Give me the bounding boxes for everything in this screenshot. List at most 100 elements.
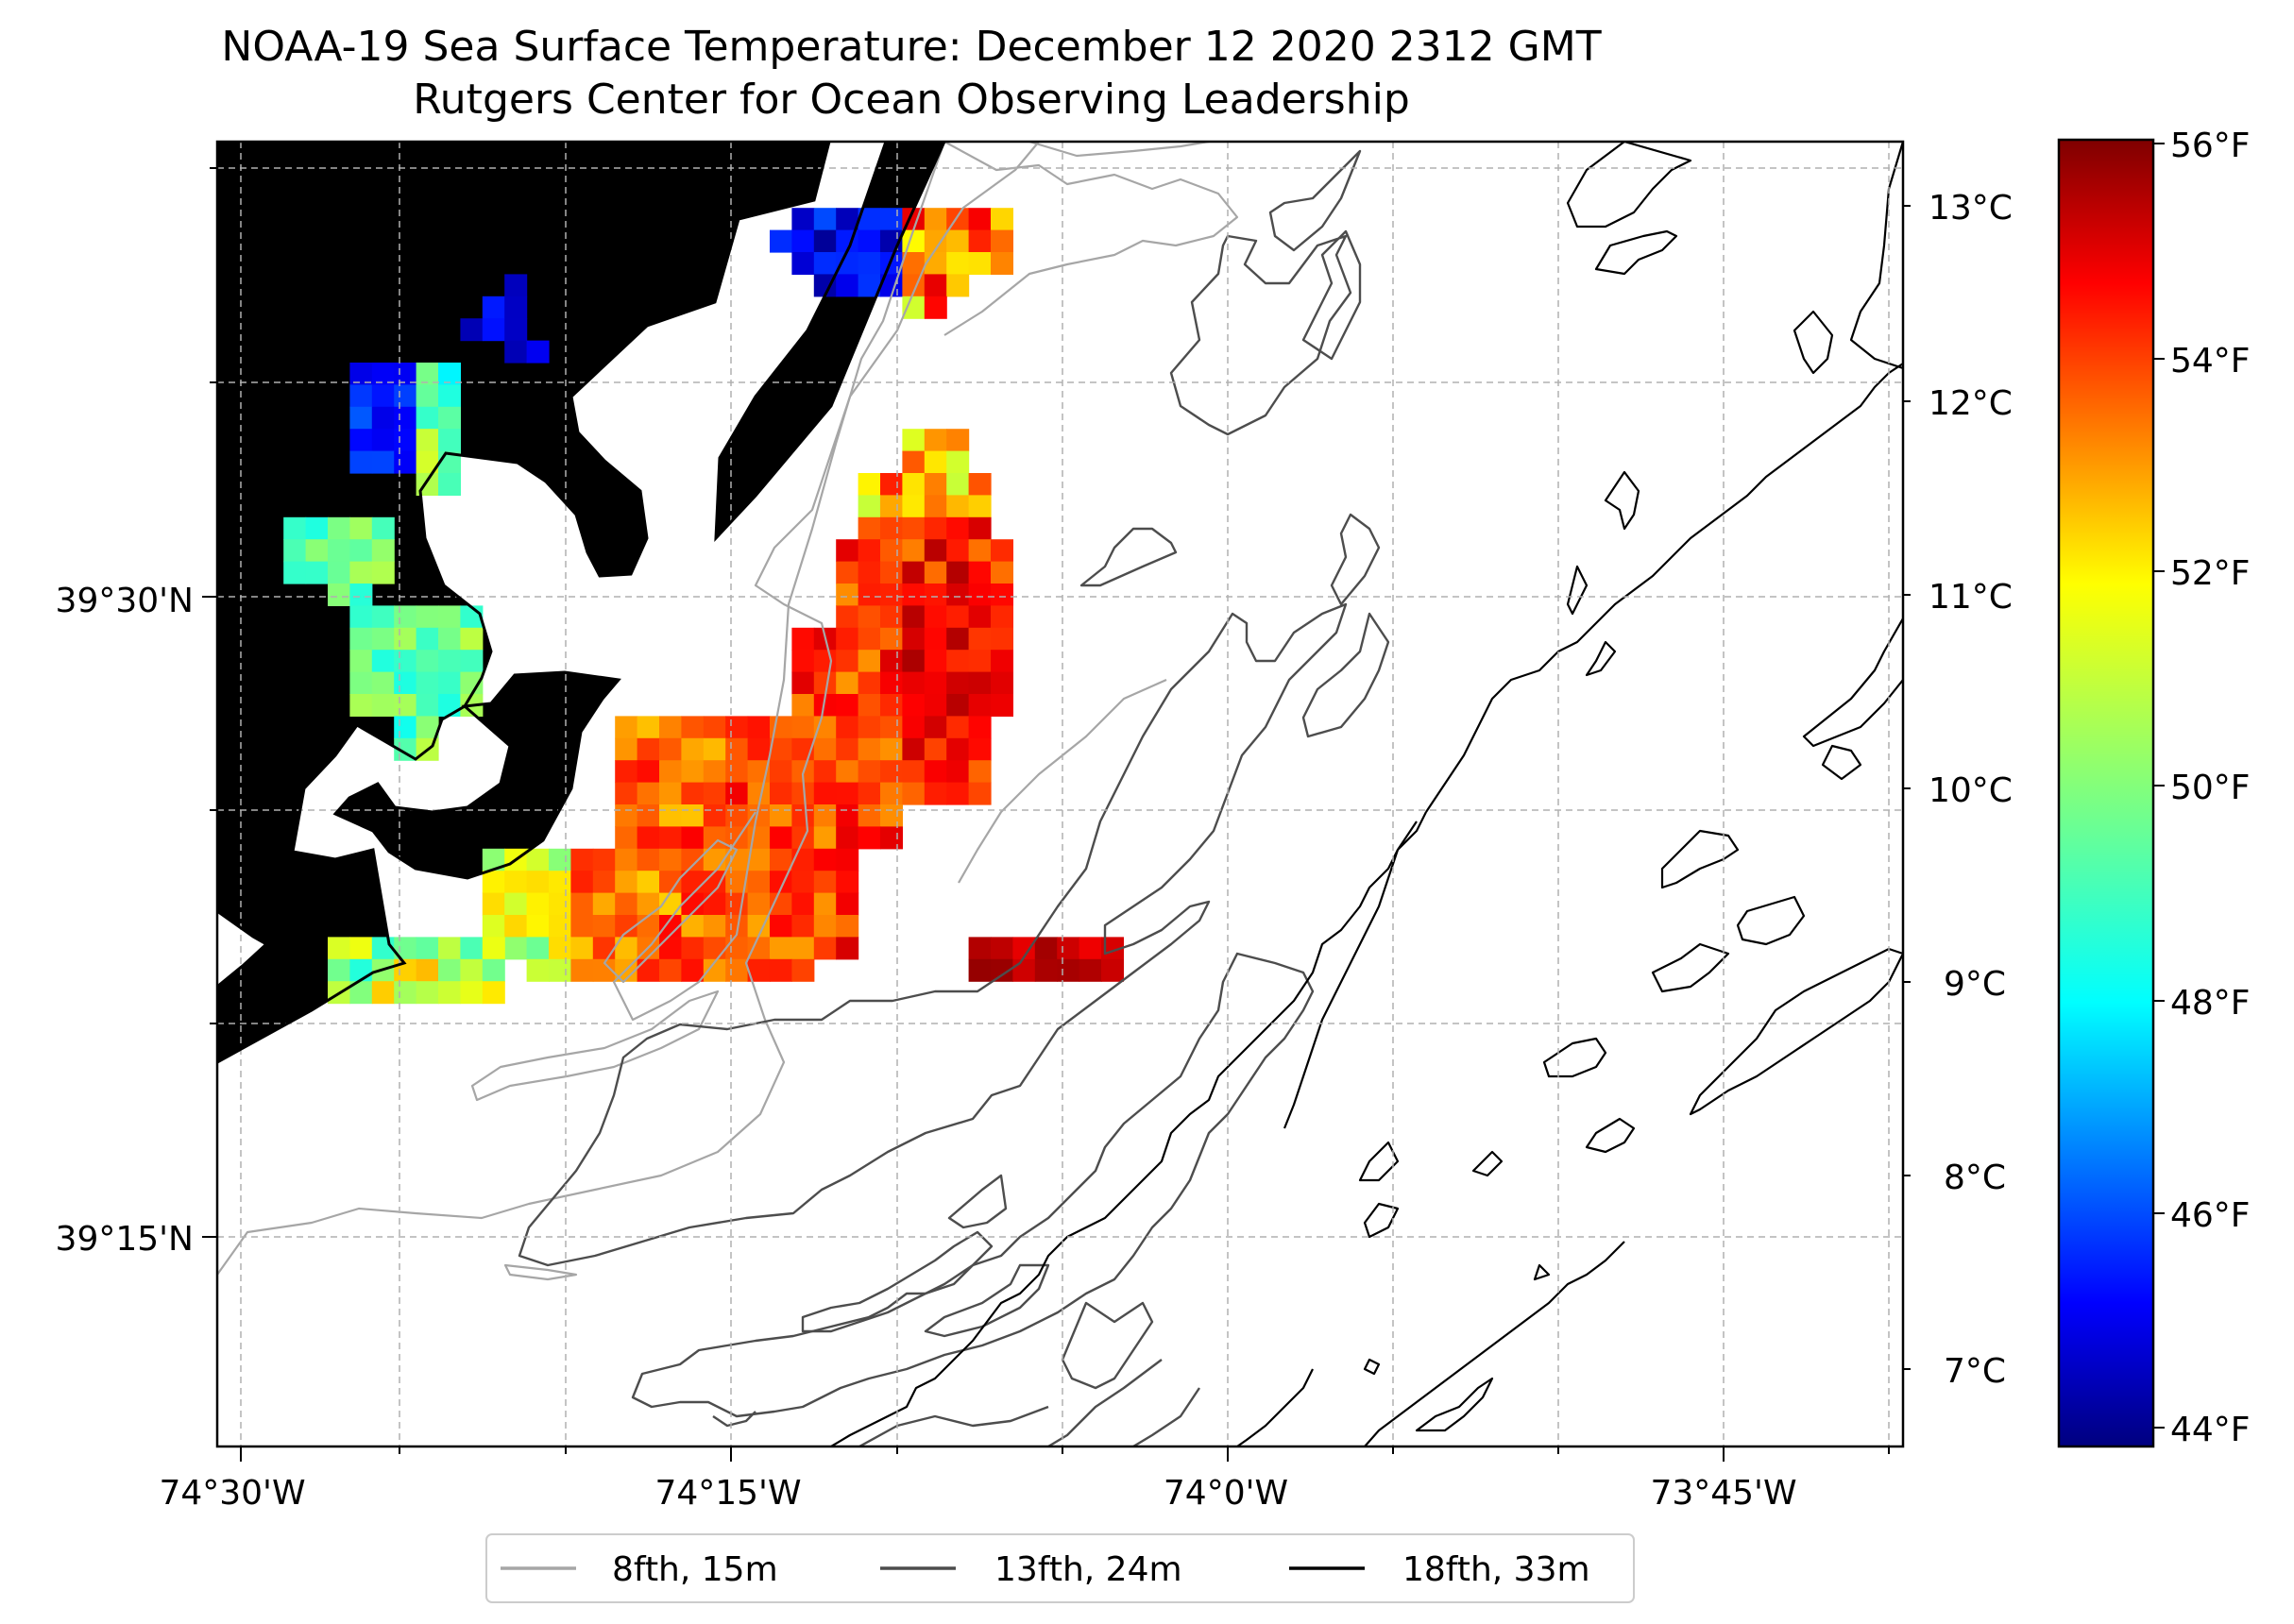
sst-pixel (394, 406, 417, 430)
sst-pixel (460, 318, 484, 342)
sst-pixel (858, 804, 881, 827)
sst-pixel (836, 937, 859, 960)
sst-pixel (880, 804, 903, 827)
sst-pixel (858, 671, 881, 695)
sst-pixel (836, 694, 859, 717)
fahrenheit-tick-label: 50°F (2170, 769, 2251, 807)
sst-pixel (703, 782, 726, 805)
sst-pixel (858, 716, 881, 739)
sst-pixel (659, 737, 682, 761)
sst-pixel (968, 627, 992, 651)
sst-pixel (416, 627, 439, 651)
sst-pixel (813, 892, 837, 916)
sst-pixel (902, 737, 926, 761)
sst-pixel (438, 384, 461, 408)
sst-pixel (991, 694, 1013, 717)
sst-pixel (968, 760, 992, 784)
celsius-tick-label: 7°C (1944, 1352, 2006, 1391)
y-tick-marks (202, 167, 217, 1238)
sst-pixel (438, 958, 461, 982)
sst-pixel (549, 958, 571, 982)
sst-pixel (349, 650, 373, 673)
sst-pixel (371, 406, 395, 430)
colorbar: 56°F 54°F 52°F 50°F 48°F 46°F 44°F (2057, 127, 2251, 1449)
sst-pixel (659, 958, 682, 982)
sst-pixel (924, 760, 947, 784)
sst-pixel (438, 605, 461, 629)
sst-pixel (968, 229, 992, 253)
fahrenheit-tick-label: 56°F (2170, 127, 2251, 165)
sst-pixel (858, 694, 881, 717)
celsius-labels: 13°C 12°C 11°C 10°C 9°C 8°C 7°C (1929, 189, 2013, 1391)
sst-pixel (991, 229, 1013, 253)
sst-pixel (703, 804, 726, 827)
sst-pixel (968, 716, 992, 739)
sst-pixel (946, 561, 970, 584)
sst-pixel (460, 958, 484, 982)
sst-pixel (615, 782, 638, 805)
sst-pixel (902, 296, 926, 319)
sst-pixel (858, 627, 881, 651)
sst-pixels (283, 208, 1124, 1005)
sst-pixel (482, 915, 505, 938)
sst-pixel (836, 627, 859, 651)
sst-pixel (681, 915, 705, 938)
sst-pixel (946, 782, 970, 805)
sst-pixel (570, 871, 594, 894)
sst-pixel (438, 937, 461, 960)
sst-pixel (902, 760, 926, 784)
sst-pixel (968, 694, 992, 717)
sst-pixel (549, 937, 571, 960)
sst-pixel (592, 937, 616, 960)
sst-pixel (791, 252, 815, 275)
sst-pixel (526, 937, 550, 960)
sst-pixel (946, 429, 970, 452)
sst-pixel (371, 694, 395, 717)
sst-pixel (394, 363, 417, 385)
sst-pixel (703, 760, 726, 784)
sst-pixel (858, 495, 881, 518)
sst-pixel (349, 450, 373, 474)
x-tick-marks (240, 1446, 1890, 1462)
sst-pixel (946, 229, 970, 253)
sst-pixel (770, 229, 792, 253)
sst-pixel (659, 760, 682, 784)
sst-pixel (924, 473, 947, 496)
sst-pixel (504, 915, 528, 938)
legend-label: 13fth, 24m (994, 1550, 1182, 1589)
sst-pixel (791, 915, 815, 938)
sst-pixel (371, 516, 395, 540)
sst-pixel (305, 539, 329, 563)
sst-pixel (747, 716, 771, 739)
sst-pixel (880, 208, 903, 231)
sst-pixel (924, 584, 947, 606)
sst-pixel (460, 981, 484, 1005)
sst-pixel (570, 958, 594, 982)
sst-pixel (836, 848, 859, 871)
sst-pixel (813, 782, 837, 805)
sst-pixel (902, 627, 926, 651)
sst-pixel (305, 561, 329, 584)
colorbar-gradient (2059, 140, 2153, 1446)
sst-pixel (349, 516, 373, 540)
sst-pixel (725, 804, 749, 827)
sst-pixel (482, 892, 505, 916)
y-tick-label: 39°30'N (56, 582, 194, 620)
sst-pixel (725, 937, 749, 960)
sst-pixel (968, 495, 992, 518)
sst-pixel (770, 958, 792, 982)
sst-pixel (438, 694, 461, 717)
sst-pixel (858, 782, 881, 805)
sst-pixel (615, 804, 638, 827)
sst-pixel (946, 605, 970, 629)
sst-pixel (880, 760, 903, 784)
sst-pixel (438, 650, 461, 673)
sst-pixel (968, 782, 992, 805)
sst-pixel (924, 737, 947, 761)
sst-pixel (526, 848, 550, 871)
sst-pixel (592, 915, 616, 938)
sst-pixel (813, 915, 837, 938)
legend-label: 18fth, 33m (1402, 1550, 1590, 1589)
sst-pixel (394, 450, 417, 474)
sst-pixel (504, 871, 528, 894)
